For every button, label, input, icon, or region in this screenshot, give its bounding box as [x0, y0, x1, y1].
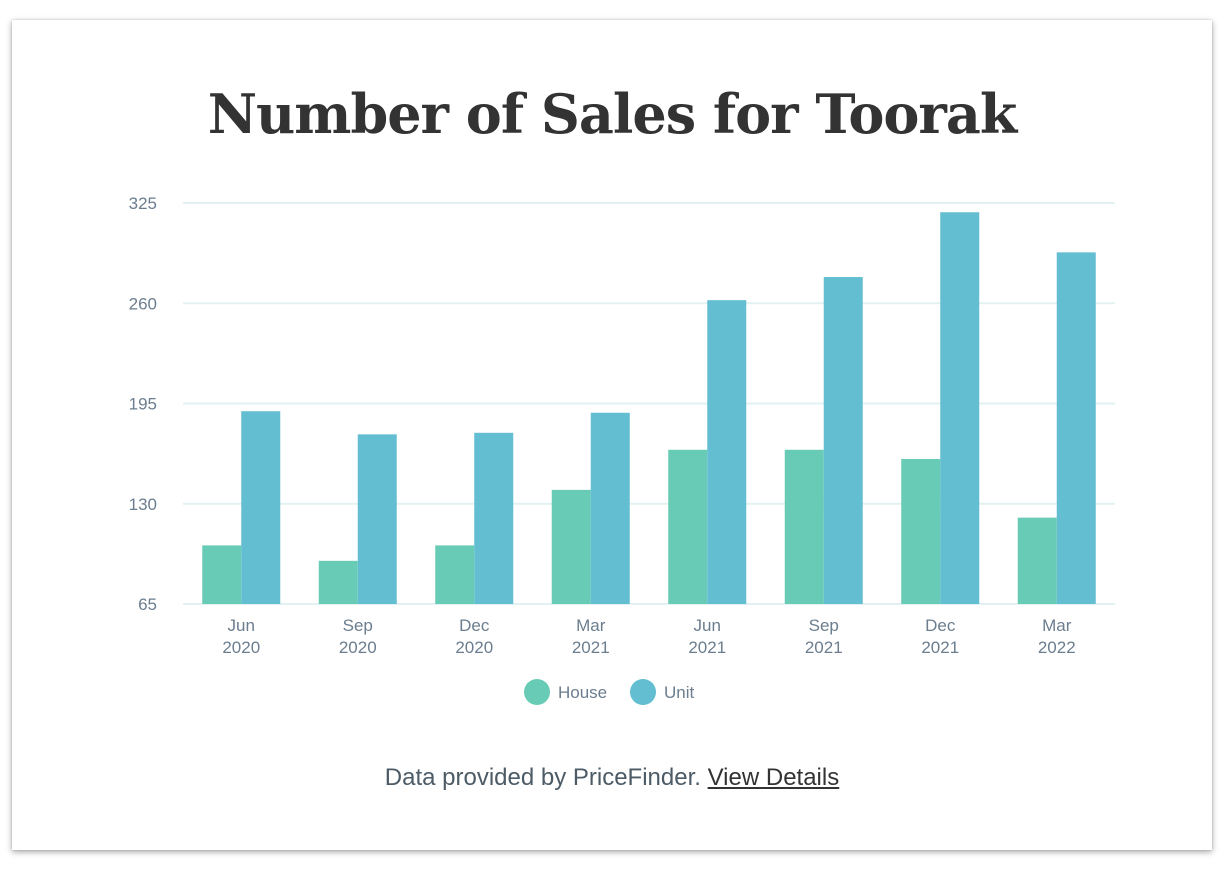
- bar-unit-sep-2020[interactable]: [357, 434, 397, 604]
- bar-unit-jun-2021[interactable]: [707, 300, 747, 604]
- x-tick-label: Jun 2021: [688, 616, 726, 657]
- bar-unit-mar-2021[interactable]: [590, 412, 630, 604]
- bar-house-sep-2020[interactable]: [318, 560, 358, 604]
- legend-swatch-house[interactable]: [524, 679, 550, 705]
- x-tick-label: Sep 2020: [339, 616, 377, 657]
- y-tick-label: 65: [138, 595, 157, 614]
- x-tick-label: Mar 2021: [572, 616, 610, 657]
- bar-house-mar-2022[interactable]: [1017, 517, 1057, 604]
- bar-chart: 65 130 195 260 325 Jun 2020 Sep 2020 Dec 2020 Mar 2…: [129, 194, 1115, 705]
- bar-unit-jun-2020[interactable]: [241, 411, 281, 604]
- bar-unit-dec-2021[interactable]: [940, 212, 980, 604]
- bar-unit-sep-2021[interactable]: [823, 277, 863, 604]
- x-axis-ticks: Jun 2020 Sep 2020 Dec 2020 Mar 2021 Jun 2021 Sep 20…: [222, 616, 1075, 657]
- view-details-link[interactable]: View Details: [707, 764, 840, 791]
- bars: [202, 212, 1096, 604]
- y-tick-label: 260: [129, 294, 157, 313]
- x-tick-label: Dec 2021: [921, 616, 959, 657]
- bar-house-jun-2020[interactable]: [202, 545, 242, 604]
- bar-unit-dec-2020[interactable]: [474, 432, 514, 604]
- y-tick-label: 325: [129, 194, 157, 213]
- x-tick-label: Dec 2020: [455, 616, 493, 657]
- x-tick-label: Jun 2020: [222, 616, 260, 657]
- data-source-footer: Data provided by PriceFinder. View Detai…: [12, 764, 1212, 792]
- chart-card: Number of Sales for Toorak 65 130 195 260 32…: [12, 20, 1212, 850]
- legend: House Unit: [524, 679, 695, 705]
- bar-unit-mar-2022[interactable]: [1056, 252, 1096, 604]
- bar-house-dec-2020[interactable]: [435, 545, 475, 604]
- bar-house-dec-2021[interactable]: [901, 459, 941, 604]
- bar-house-sep-2021[interactable]: [784, 449, 824, 604]
- y-axis-ticks: 65 130 195 260 325: [129, 194, 157, 614]
- y-tick-label: 130: [129, 495, 157, 514]
- bar-house-mar-2021[interactable]: [551, 489, 591, 604]
- bar-house-jun-2021[interactable]: [668, 449, 708, 604]
- x-tick-label: Sep 2021: [805, 616, 843, 657]
- x-tick-label: Mar 2022: [1038, 616, 1076, 657]
- legend-label-unit[interactable]: Unit: [664, 683, 695, 702]
- chart-title: Number of Sales for Toorak: [207, 82, 1018, 146]
- data-source-text: Data provided by PriceFinder.: [384, 764, 701, 791]
- legend-label-house[interactable]: House: [558, 683, 607, 702]
- y-tick-label: 195: [129, 395, 157, 414]
- legend-swatch-unit[interactable]: [630, 679, 656, 705]
